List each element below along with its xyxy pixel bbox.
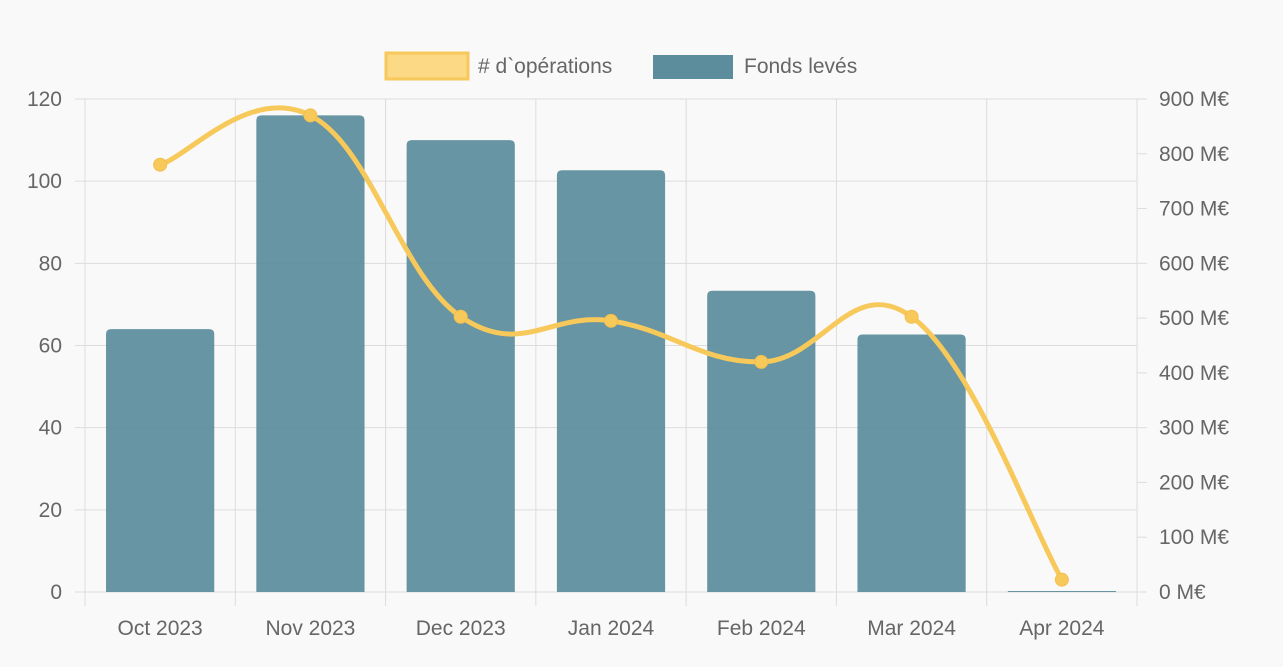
x-tick-label: Mar 2024: [867, 617, 956, 640]
legend-label-operations: # d`opérations: [478, 55, 612, 78]
bar: [256, 115, 365, 592]
y-right-tick-label: 0 M€: [1159, 581, 1206, 604]
legend-label-fonds-leves: Fonds levés: [744, 55, 857, 78]
bar: [406, 140, 515, 593]
x-tick-label: Dec 2023: [416, 617, 506, 640]
axes: 0 20 40 60 80 100 120 0 M€ 100 M€ 200 M€ 300 M€ 400…: [27, 88, 1229, 640]
bar: [707, 290, 816, 592]
x-tick-label: Nov 2023: [265, 617, 355, 640]
line-point: [604, 313, 618, 328]
y-left-tick-label: 20: [39, 499, 62, 522]
bar: [857, 334, 966, 592]
y-right-tick-label: 600 M€: [1159, 252, 1229, 275]
x-tick-label: Oct 2023: [118, 617, 203, 640]
legend-swatch-fonds-leves: [653, 55, 733, 79]
y-right-tick-label: 500 M€: [1159, 307, 1229, 330]
y-left-tick-label: 100: [27, 170, 62, 193]
legend-item-operations[interactable]: # d`opérations: [384, 51, 612, 81]
y-right-tick-label: 800 M€: [1159, 143, 1229, 166]
y-right-tick-label: 300 M€: [1159, 417, 1229, 440]
bar: [106, 329, 215, 592]
y-left-tick-label: 60: [39, 335, 62, 358]
legend-swatch-operations: [384, 51, 470, 81]
y-right-tick-label: 200 M€: [1159, 471, 1229, 494]
y-left-tick-label: 0: [50, 581, 62, 604]
line-point: [1054, 572, 1069, 587]
bar: [556, 170, 666, 592]
x-tick-label: Apr 2024: [1019, 617, 1105, 640]
legend-item-fonds-leves[interactable]: Fonds levés: [653, 55, 857, 79]
line-point: [754, 354, 769, 369]
line-point: [153, 157, 168, 172]
y-left-tick-label: 40: [39, 417, 62, 440]
line-point: [453, 309, 468, 324]
bar: [1007, 591, 1116, 592]
y-right-tick-label: 700 M€: [1159, 198, 1229, 221]
y-right-tick-label: 900 M€: [1159, 88, 1229, 111]
y-right-tick-label: 100 M€: [1159, 526, 1229, 549]
legend[interactable]: # d`opérations Fonds levés: [384, 51, 857, 81]
x-tick-label: Jan 2024: [568, 617, 655, 640]
y-left-tick-label: 120: [27, 88, 62, 111]
line-point: [303, 108, 318, 123]
x-tick-label: Feb 2024: [717, 617, 806, 640]
line-point: [904, 309, 919, 324]
y-right-tick-label: 400 M€: [1159, 362, 1229, 385]
line-series-operations: [153, 105, 1069, 587]
y-left-tick-label: 80: [39, 252, 62, 275]
bar-series-fonds-leves: [106, 115, 1116, 593]
